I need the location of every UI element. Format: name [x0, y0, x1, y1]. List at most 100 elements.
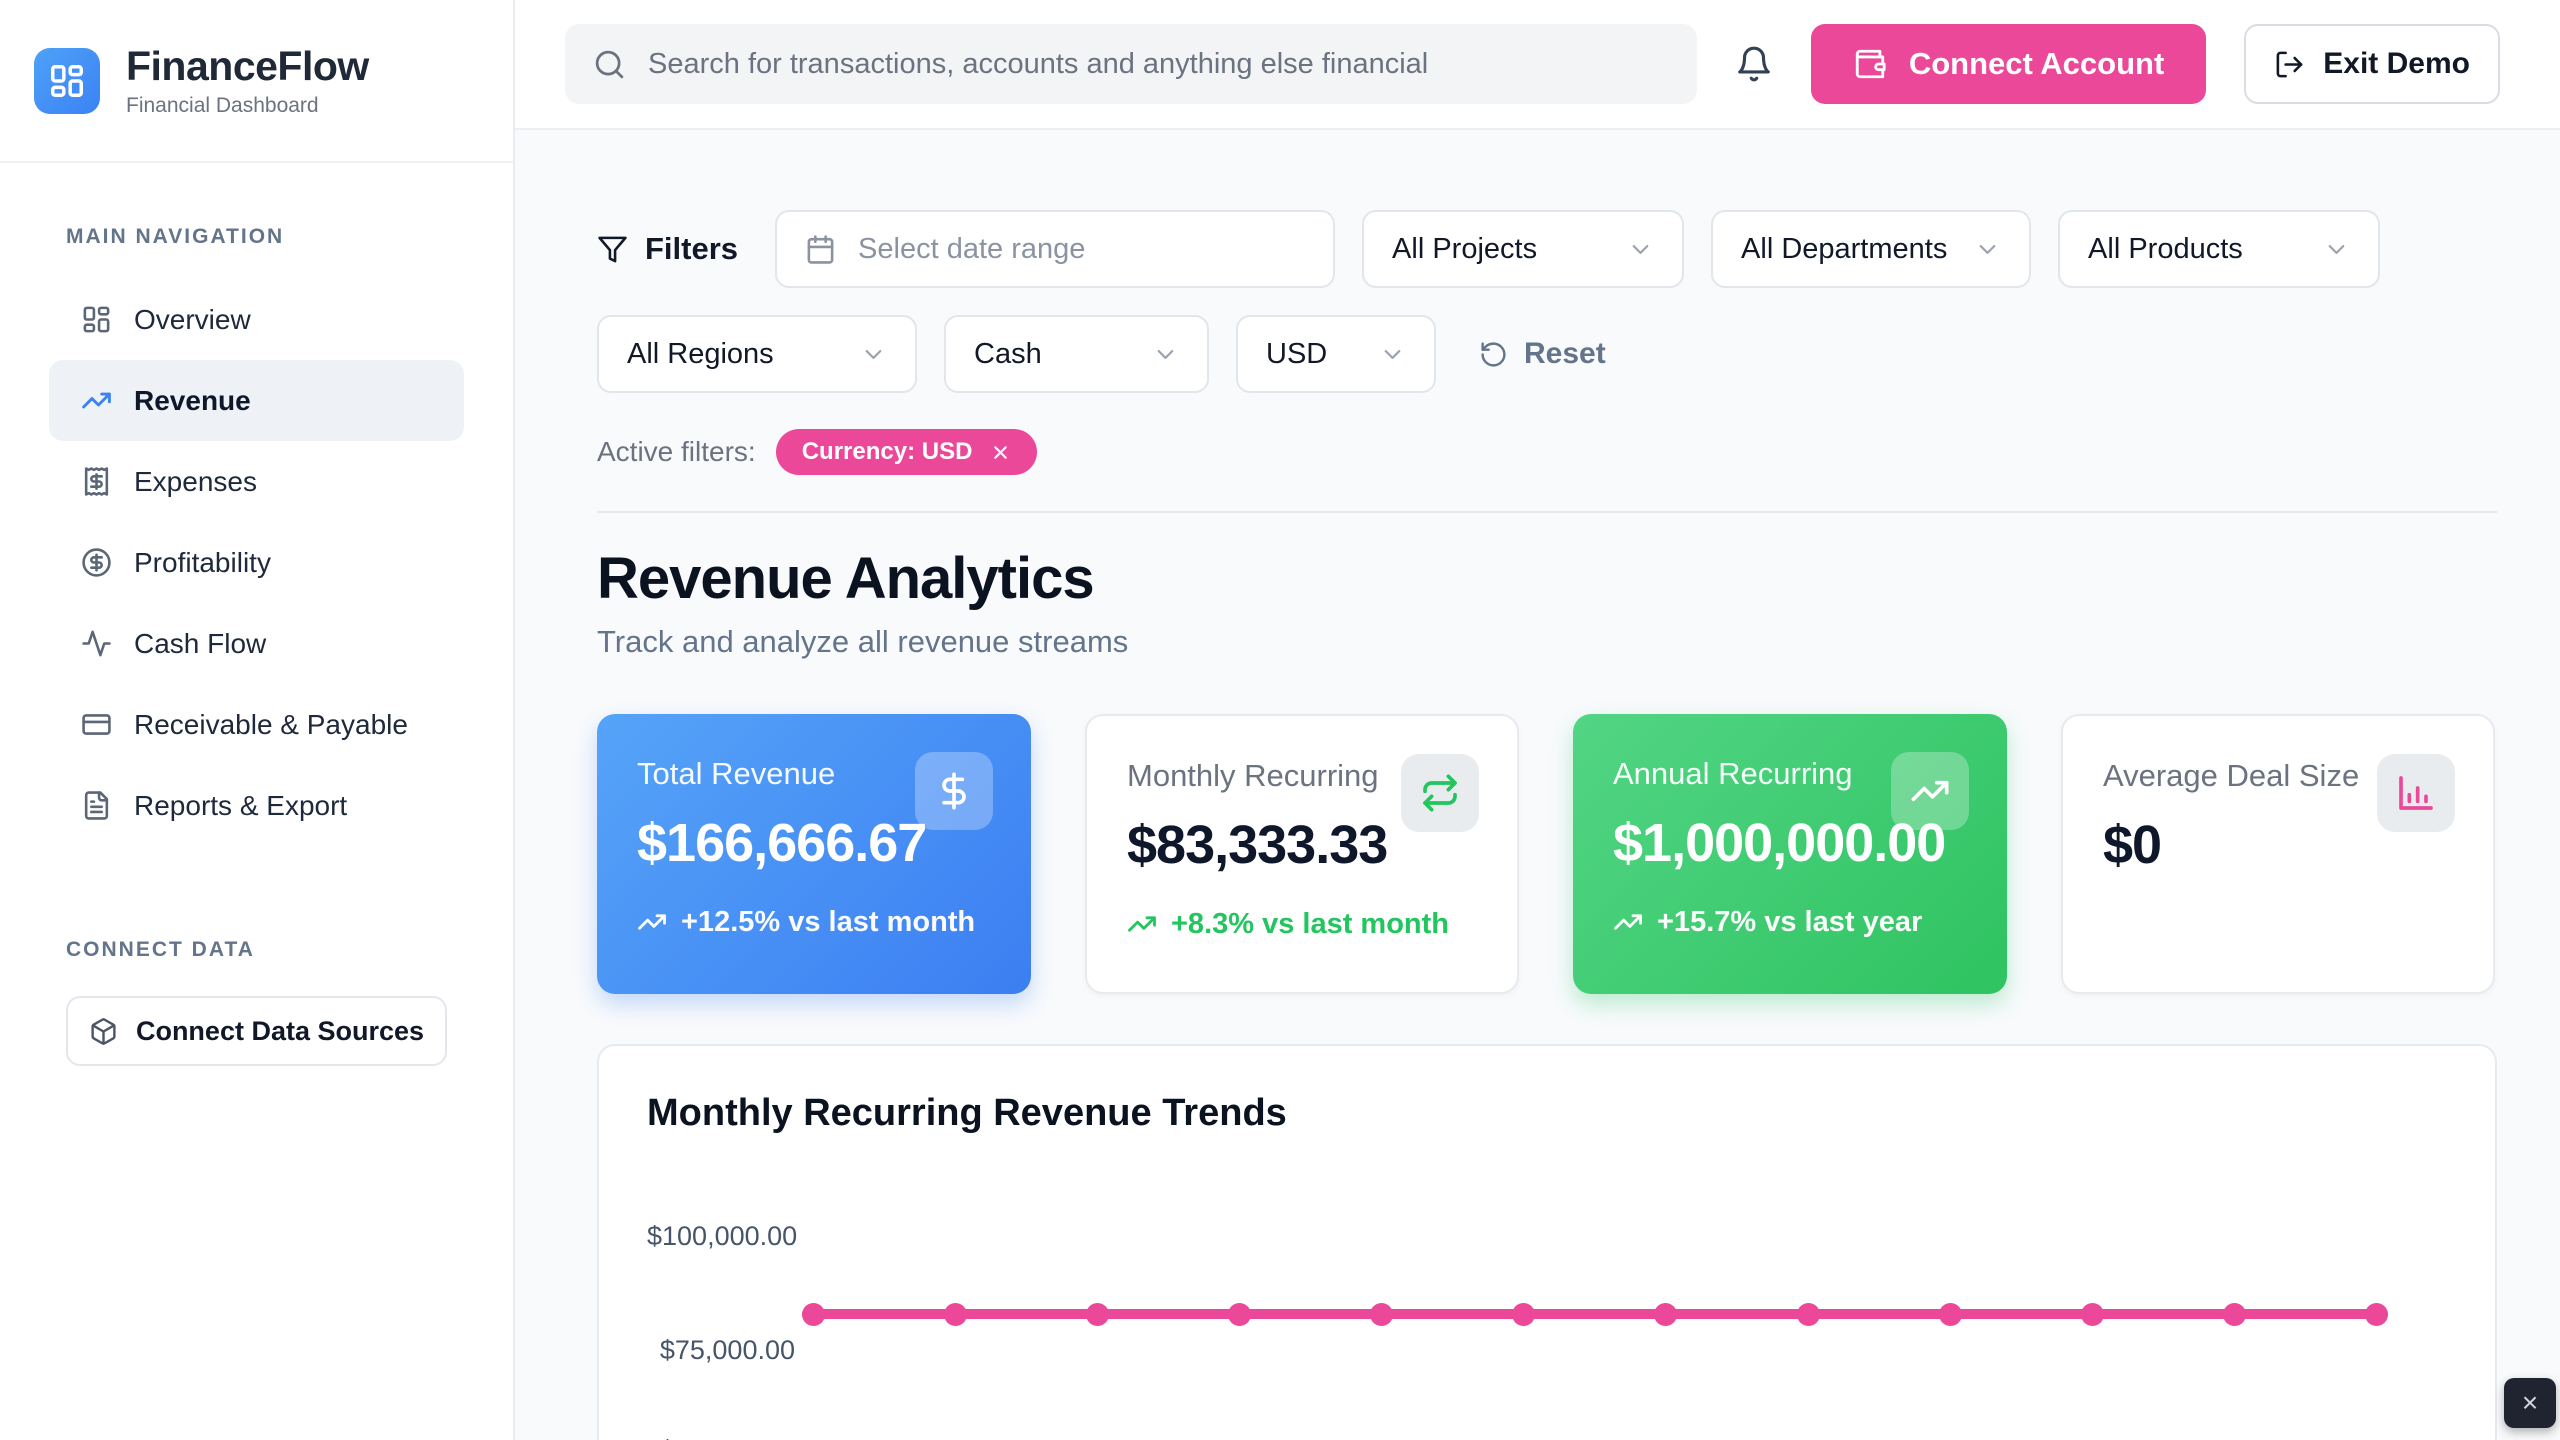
- regions-dropdown[interactable]: All Regions: [597, 315, 917, 393]
- chart-line: [802, 1302, 2388, 1326]
- chart-card: Monthly Recurring Revenue Trends $100,00…: [597, 1044, 2497, 1440]
- accounting-basis-value: Cash: [974, 337, 1042, 370]
- departments-dropdown-value: All Departments: [1741, 232, 1948, 265]
- chart-point: [1938, 1302, 1962, 1326]
- package-icon: [89, 1017, 118, 1046]
- currency-dropdown[interactable]: USD: [1236, 315, 1436, 393]
- sidebar-item-label: Expenses: [134, 465, 257, 497]
- kpi-delta-text: +15.7% vs last year: [1657, 906, 1923, 938]
- active-filters-row: Active filters: Currency: USD: [597, 429, 2497, 475]
- nav-section-label: MAIN NAVIGATION: [66, 225, 285, 248]
- bell-icon: [1735, 45, 1773, 83]
- reset-filters-button[interactable]: Reset: [1479, 337, 1606, 371]
- kpi-label: Average Deal Size: [2103, 758, 2360, 793]
- sidebar-item-revenue[interactable]: Revenue: [49, 360, 464, 441]
- y-axis-tick: $50,000.00: [647, 1435, 795, 1440]
- close-icon[interactable]: [990, 442, 1011, 463]
- wallet-icon: [1853, 47, 1887, 81]
- filter-funnel-icon: [597, 234, 628, 265]
- sidebar-item-profitability[interactable]: Profitability: [49, 522, 464, 603]
- search-bar[interactable]: [565, 24, 1697, 104]
- chart-point: [1370, 1302, 1394, 1326]
- kpi-value: $83,333.33: [1127, 815, 1388, 875]
- sidebar-item-label: Receivable & Payable: [134, 708, 408, 740]
- kpi-label: Total Revenue: [637, 756, 836, 791]
- sidebar-item-reports-export[interactable]: Reports & Export: [49, 765, 464, 846]
- exit-demo-button[interactable]: Exit Demo: [2244, 24, 2500, 104]
- brand-name: FinanceFlow: [126, 43, 369, 89]
- products-dropdown-value: All Products: [2088, 232, 2243, 265]
- receipt-icon: [81, 466, 112, 497]
- chart-point: [1654, 1302, 1678, 1326]
- sidebar-item-receivable-payable[interactable]: Receivable & Payable: [49, 684, 464, 765]
- chevron-down-icon: [865, 349, 882, 359]
- filters-row-2: All Regions Cash USD Reset: [597, 315, 2497, 393]
- connect-data-sources-button[interactable]: Connect Data Sources: [66, 996, 447, 1066]
- topbar: Connect Account Exit Demo: [515, 0, 2560, 130]
- log-out-icon: [2274, 49, 2305, 80]
- accounting-basis-dropdown[interactable]: Cash: [944, 315, 1209, 393]
- section-divider: [597, 511, 2497, 513]
- chart-title: Monthly Recurring Revenue Trends: [647, 1092, 1287, 1134]
- chart-point: [1512, 1302, 1536, 1326]
- brand: FinanceFlow Financial Dashboard: [0, 0, 513, 163]
- chart-plot-area: $100,000.00 $75,000.00 $50,000.00: [647, 1171, 2447, 1440]
- date-range-input[interactable]: Select date range: [775, 210, 1336, 288]
- regions-dropdown-value: All Regions: [627, 337, 774, 370]
- search-input[interactable]: [648, 47, 1669, 81]
- chart-point: [1086, 1302, 1110, 1326]
- reset-label: Reset: [1524, 337, 1606, 370]
- app-logo: [34, 47, 100, 114]
- kpi-delta-text: +12.5% vs last month: [681, 906, 976, 938]
- active-filter-chip-currency[interactable]: Currency: USD: [775, 429, 1038, 475]
- notifications-button[interactable]: [1735, 45, 1773, 83]
- repeat-icon: [1420, 773, 1460, 813]
- departments-dropdown[interactable]: All Departments: [1711, 210, 2032, 288]
- chart-point: [802, 1302, 825, 1326]
- connect-data-sources-label: Connect Data Sources: [135, 1015, 425, 1046]
- credit-card-icon: [81, 709, 112, 740]
- kpi-card-average-deal-size: Average Deal Size $0: [2061, 714, 2495, 994]
- activity-icon: [81, 628, 112, 659]
- kpi-label: Annual Recurring: [1613, 756, 1853, 791]
- sidebar-item-label: Profitability: [134, 546, 271, 578]
- sidebar-nav: MAIN NAVIGATION Overview Revenue Expense…: [0, 225, 513, 1066]
- projects-dropdown[interactable]: All Projects: [1362, 210, 1685, 288]
- sidebar-item-cash-flow[interactable]: Cash Flow: [49, 603, 464, 684]
- floating-close-button[interactable]: ×: [2504, 1378, 2556, 1428]
- chevron-down-icon: [1632, 244, 1649, 254]
- chevron-down-icon: [1384, 349, 1401, 359]
- kpi-value: $1,000,000.00: [1613, 813, 1946, 873]
- filters-title-label: Filters: [645, 231, 739, 266]
- connect-account-label: Connect Account: [1908, 46, 2165, 81]
- dollar-sign-icon: [934, 771, 974, 811]
- sidebar-item-label: Overview: [134, 303, 251, 335]
- kpi-label: Monthly Recurring: [1127, 758, 1379, 793]
- y-axis-tick: $100,000.00: [647, 1221, 798, 1251]
- sidebar-item-label: Revenue: [134, 384, 251, 416]
- page-title: Revenue Analytics: [597, 546, 1095, 611]
- kpi-icon-box: [915, 752, 993, 830]
- filters-title: Filters: [597, 231, 738, 267]
- kpi-icon-box: [1401, 754, 1479, 832]
- circle-dollar-icon: [81, 547, 112, 578]
- file-text-icon: [81, 790, 112, 821]
- connect-account-button[interactable]: Connect Account: [1810, 24, 2207, 104]
- kpi-icon-box: [2377, 754, 2455, 832]
- layout-dashboard-icon: [81, 304, 112, 335]
- sidebar-item-expenses[interactable]: Expenses: [49, 441, 464, 522]
- kpi-delta: +12.5% vs last month: [637, 904, 991, 940]
- chart-point: [2222, 1302, 2246, 1326]
- products-dropdown[interactable]: All Products: [2058, 210, 2381, 288]
- sidebar-item-overview[interactable]: Overview: [49, 279, 464, 360]
- chart-point: [2080, 1302, 2104, 1326]
- kpi-delta-text: +8.3% vs last month: [1171, 908, 1450, 940]
- kpi-card-monthly-recurring: Monthly Recurring $83,333.33 +8.3% vs la…: [1085, 714, 1519, 994]
- kpi-delta: +8.3% vs last month: [1127, 906, 1477, 942]
- sidebar-item-label: Reports & Export: [134, 789, 348, 821]
- projects-dropdown-value: All Projects: [1392, 232, 1538, 265]
- kpi-delta: +15.7% vs last year: [1613, 904, 1967, 940]
- chevron-down-icon: [2328, 244, 2345, 254]
- bar-chart-icon: [2396, 773, 2436, 813]
- kpi-value: $166,666.67: [637, 813, 927, 873]
